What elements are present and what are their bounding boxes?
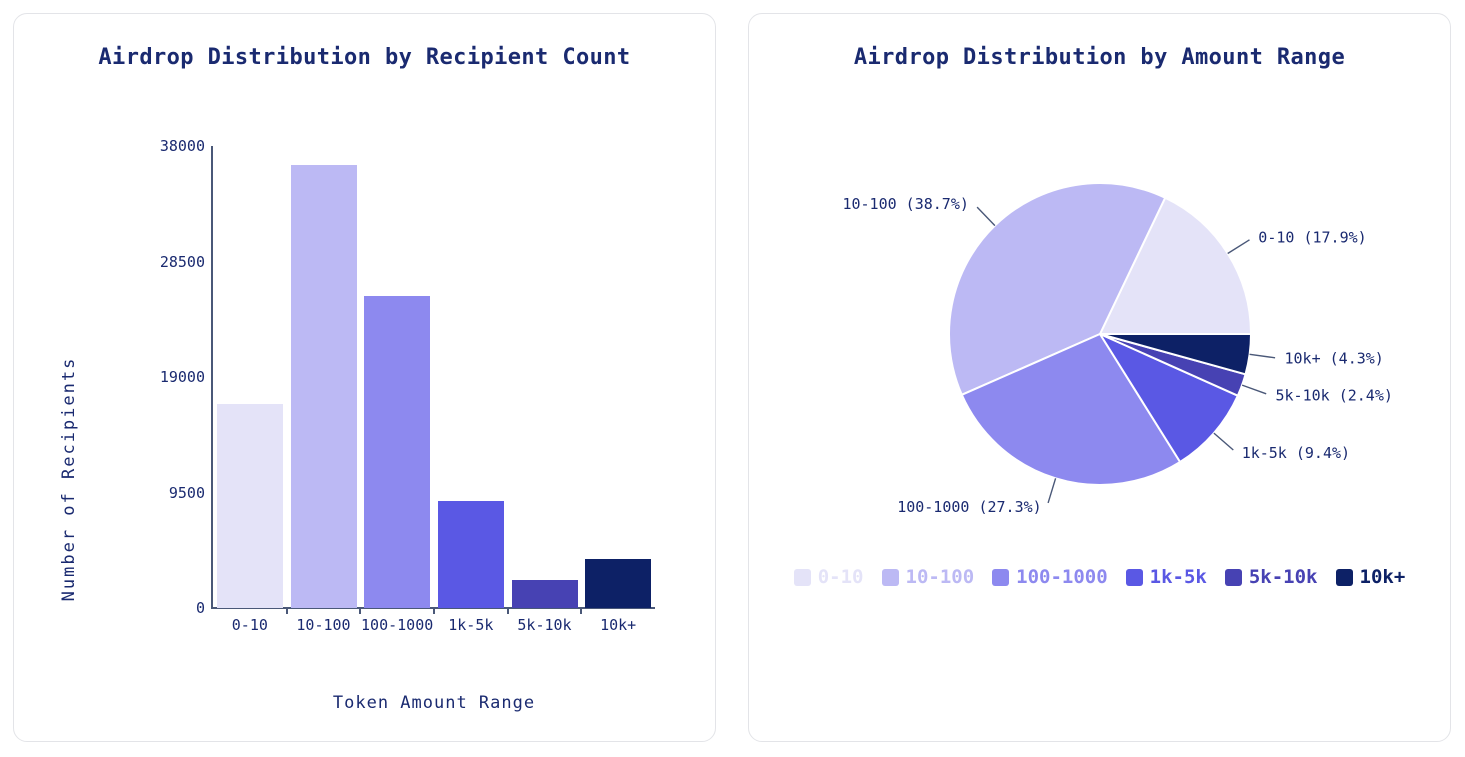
legend-label-1k-5k: 1k-5k xyxy=(1149,566,1207,588)
x-tick-label-0-10: 0-10 xyxy=(231,616,268,634)
pie-chart-card: Airdrop Distribution by Amount Range 0-1… xyxy=(748,13,1451,742)
pie-label-leader-line xyxy=(1249,353,1276,359)
legend-swatch-0-10 xyxy=(793,568,811,586)
legend-swatch-1k-5k xyxy=(1125,568,1143,586)
legend-label-0-10: 0-10 xyxy=(817,566,864,588)
pie-slice-label-10-100: 10-100 (38.7%) xyxy=(842,195,968,213)
bar-chart-plot-area: 0 9500 19000 28500 38000 0-10 10-100 100-1000 1k… xyxy=(14,14,715,741)
legend-swatch-10k- xyxy=(1335,568,1353,586)
bar-10k- xyxy=(585,559,652,608)
legend-item-10-100: 10-100 xyxy=(881,566,975,588)
legend-label-10-100: 10-100 xyxy=(905,566,975,588)
y-tick-label: 19000 xyxy=(159,368,205,386)
legend-item-0-10: 0-10 xyxy=(793,566,864,588)
x-tick-label-5k-10k: 5k-10k xyxy=(517,616,572,634)
pie-chart-title: Airdrop Distribution by Amount Range xyxy=(853,45,1346,70)
legend-item-100-1000: 100-1000 xyxy=(992,566,1108,588)
y-tick-label: 9500 xyxy=(168,483,205,502)
legend-swatch-10-100 xyxy=(881,568,899,586)
pie-slice-label-5k-10k: 5k-10k (2.4%) xyxy=(1276,386,1393,404)
bar-0-10 xyxy=(216,403,283,608)
pie-label-leader-line xyxy=(1241,384,1267,395)
pie-label-leader-line xyxy=(1227,239,1250,255)
x-axis-tick-mark xyxy=(285,609,288,614)
pie-slice-label-1k-5k: 1k-5k (9.4%) xyxy=(1242,444,1350,462)
pie-slice-label-0-10: 0-10 (17.9%) xyxy=(1258,228,1366,246)
bar-chart-card: Airdrop Distribution by Recipient Count … xyxy=(13,13,716,742)
pie-label-leader-line xyxy=(1213,432,1234,451)
pie-chart: 0-10 (17.9%) 10-100 (38.7%) 100-1000 (27.3… xyxy=(842,182,1393,516)
y-tick-label: 0 xyxy=(195,599,205,617)
x-axis-tick-mark xyxy=(359,609,362,614)
x-axis-tick-mark xyxy=(506,609,509,614)
pie-slice-label-100-1000: 100-1000 (27.3%) xyxy=(897,498,1041,516)
x-tick-label-10k-: 10k+ xyxy=(600,616,637,634)
y-axis-line xyxy=(211,146,213,608)
pie-label-leader-line xyxy=(976,206,996,227)
bar-chart-title: Airdrop Distribution by Recipient Count xyxy=(98,45,631,70)
bar-1k-5k xyxy=(437,501,504,608)
bar-chart-x-axis-label: Token Amount Range xyxy=(332,693,536,713)
x-tick-label-100-1000: 100-1000 xyxy=(361,616,434,634)
pie-label-leader-line xyxy=(1047,478,1057,504)
legend-label-5k-10k: 5k-10k xyxy=(1248,566,1318,588)
x-axis-tick-mark xyxy=(580,609,583,614)
legend-item-5k-10k: 5k-10k xyxy=(1224,566,1318,588)
legend-swatch-5k-10k xyxy=(1224,568,1242,586)
y-tick-label: 38000 xyxy=(159,137,205,155)
legend-label-10k-: 10k+ xyxy=(1359,566,1406,588)
legend-item-1k-5k: 1k-5k xyxy=(1125,566,1207,588)
pie-slice-1k-5k xyxy=(1099,333,1239,463)
pie-chart-legend: 0-10 10-100 100-1000 1k-5k 5k-10k 10k+ xyxy=(749,566,1450,588)
bar-100-1000 xyxy=(364,295,431,608)
legend-item-10k-: 10k+ xyxy=(1335,566,1406,588)
x-axis-line xyxy=(211,607,655,609)
pie-slice-0-10 xyxy=(1099,196,1252,335)
y-tick-label: 28500 xyxy=(159,252,205,271)
bar-10-100 xyxy=(290,165,357,608)
x-axis-tick-mark xyxy=(433,609,435,614)
x-tick-label-10-100: 10-100 xyxy=(296,616,351,634)
legend-label-100-1000: 100-1000 xyxy=(1016,566,1108,588)
x-tick-label-1k-5k: 1k-5k xyxy=(448,616,494,634)
bar-5k-10k xyxy=(511,580,578,608)
pie-slice-label-10k-: 10k+ (4.3%) xyxy=(1285,349,1384,367)
legend-swatch-100-1000 xyxy=(992,568,1010,586)
